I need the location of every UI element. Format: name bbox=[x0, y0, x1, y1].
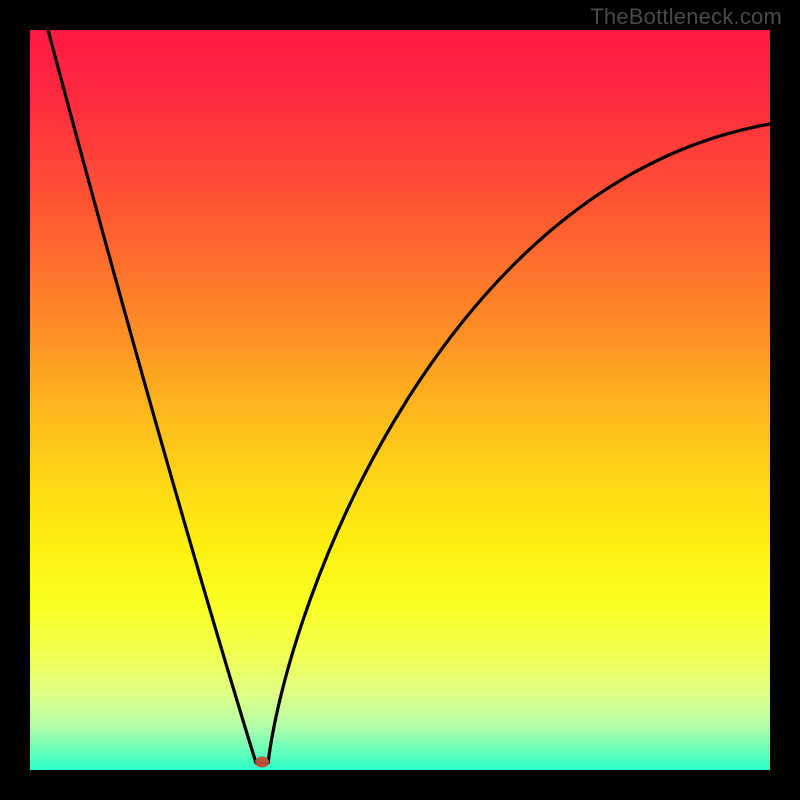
bottleneck-curve bbox=[30, 30, 770, 770]
minimum-marker bbox=[255, 757, 269, 768]
plot-area bbox=[30, 30, 770, 770]
watermark-text: TheBottleneck.com bbox=[590, 4, 782, 30]
